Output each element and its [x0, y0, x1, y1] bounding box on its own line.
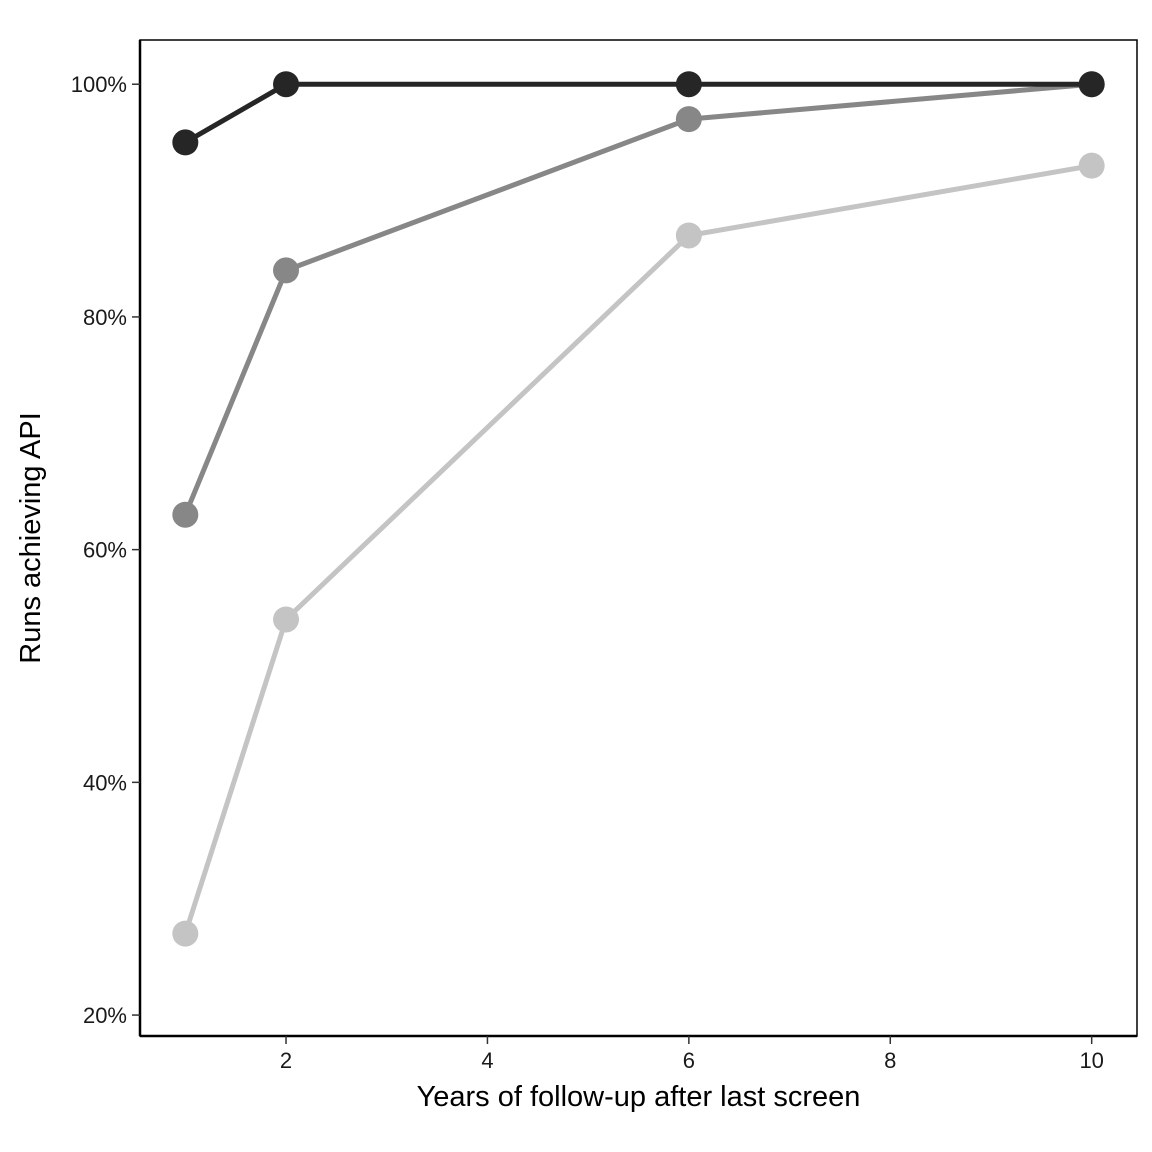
data-point — [1078, 71, 1105, 98]
series-3 — [172, 152, 1105, 947]
data-point — [172, 501, 199, 528]
series-1 — [172, 71, 1105, 156]
data-point — [1078, 152, 1105, 179]
plot-frame — [139, 39, 1138, 1037]
x-tick-label: 4 — [481, 1048, 493, 1073]
data-point — [675, 106, 702, 133]
y-tick-label: 20% — [83, 1003, 127, 1028]
data-point — [675, 222, 702, 249]
data-point — [273, 606, 300, 633]
data-point — [675, 71, 702, 98]
x-axis: 2 4 6 8 10 — [280, 1036, 1104, 1073]
x-tick-label: 6 — [683, 1048, 695, 1073]
x-tick-label: 8 — [884, 1048, 896, 1073]
plot-area — [138, 39, 1138, 1038]
series-line — [183, 81, 1092, 516]
series-layer — [172, 71, 1105, 947]
y-axis: 20% 40% 60% 80% 100% — [71, 72, 140, 1028]
y-tick-label: 100% — [71, 72, 127, 97]
data-point — [273, 257, 300, 284]
series-2 — [172, 71, 1105, 528]
data-point — [172, 920, 199, 947]
y-axis-title: Runs achieving API — [15, 412, 47, 663]
x-tick-label: 2 — [280, 1048, 292, 1073]
y-tick-label: 60% — [83, 538, 127, 563]
data-point — [172, 129, 199, 156]
x-tick-label: 10 — [1079, 1048, 1103, 1073]
series-line — [184, 81, 1092, 145]
x-axis-title: Years of follow-up after last screen — [417, 1081, 861, 1113]
y-tick-label: 40% — [83, 770, 127, 795]
series-line — [182, 163, 1093, 935]
y-tick-label: 80% — [83, 305, 127, 330]
data-point — [273, 71, 300, 98]
